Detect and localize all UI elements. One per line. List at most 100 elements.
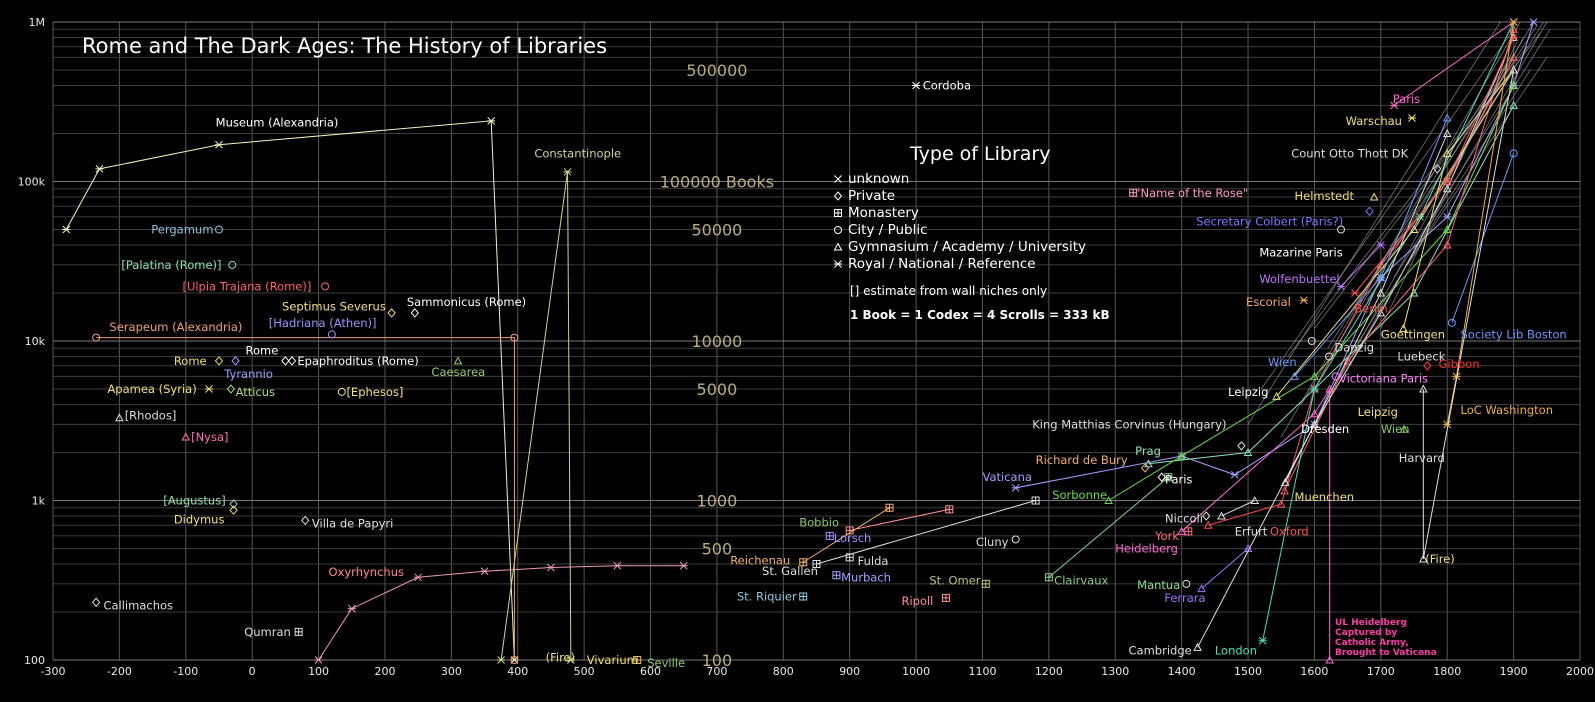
- point-label: Seville: [647, 656, 685, 670]
- series-augustus: [229, 499, 238, 509]
- growth-line: [1407, 57, 1548, 266]
- point-label: Rome: [246, 344, 279, 358]
- data-point: [1529, 18, 1538, 26]
- data-point: [1447, 318, 1456, 327]
- series-didymus: [229, 505, 238, 515]
- series-st-riquier: [799, 592, 808, 601]
- series-harvard: [1418, 65, 1518, 563]
- point-label: Erfurt: [1235, 524, 1268, 538]
- x-tick-label: 800: [773, 665, 794, 678]
- series-line: [1048, 476, 1169, 578]
- series-york: [1184, 527, 1193, 536]
- data-point: [1442, 148, 1452, 157]
- data-point: [1433, 164, 1442, 174]
- series-cordoba: [912, 81, 921, 90]
- data-point: [613, 561, 622, 570]
- data-point: [115, 413, 124, 422]
- y-tick-label: 10k: [25, 335, 46, 348]
- series-ephesos: [337, 387, 346, 396]
- point-labels: Museum (Alexandria) Constantinople Cordoba…: [103, 78, 1566, 669]
- series-goettingen: [1399, 65, 1518, 332]
- legend-title: Type of Library: [909, 143, 1050, 165]
- point-label: Escorial: [1246, 295, 1291, 309]
- data-point: [95, 165, 104, 173]
- series-line: [802, 507, 890, 563]
- data-point: [1442, 113, 1452, 122]
- data-point: [314, 656, 323, 664]
- y-tick-label: 1k: [32, 495, 46, 508]
- legend-note: [] estimate from wall niches only: [850, 284, 1047, 298]
- data-point: [497, 656, 506, 664]
- point-label: Helmstedt: [1295, 189, 1355, 203]
- point-label: Harvard: [1399, 451, 1445, 465]
- point-label: Fulda: [858, 554, 889, 568]
- series-erfurt: [1217, 495, 1260, 520]
- series-epaphroditus-rome: [287, 356, 297, 366]
- x-tick-label: 1200: [1035, 665, 1063, 678]
- point-label: Oxford: [1270, 524, 1309, 538]
- point-label: Sorbonne: [1052, 488, 1107, 502]
- point-label: Richard de Bury: [1036, 453, 1128, 467]
- data-point: [563, 167, 572, 176]
- data-point: [1157, 472, 1166, 482]
- data-point: [62, 225, 71, 234]
- data-point: [387, 308, 396, 318]
- point-label: [Nysa]: [191, 430, 228, 444]
- data-point: [1307, 337, 1316, 345]
- series-nysa: [181, 432, 191, 441]
- data-point: [1230, 470, 1239, 479]
- point-label: Epaphroditus (Rome): [297, 354, 418, 368]
- point-label: Bobbio: [799, 515, 839, 529]
- data-point: [1325, 352, 1334, 361]
- series-line: [1276, 69, 1515, 397]
- growth-line: [1380, 41, 1518, 329]
- series-escorial: [1299, 296, 1308, 305]
- point-label: Qumran: [244, 625, 291, 639]
- series-rhodos: [115, 413, 124, 422]
- x-tick-label: -100: [173, 665, 198, 678]
- series-secretary-colbert-paris: [1365, 206, 1374, 217]
- data-point: [885, 503, 894, 512]
- x-tick-label: 1700: [1367, 665, 1395, 678]
- data-point: [327, 330, 336, 339]
- x-tick-label: 200: [374, 665, 395, 678]
- data-point: [229, 499, 238, 509]
- data-point: [1217, 511, 1226, 520]
- point-label: Septimus Severus: [282, 299, 386, 313]
- x-tick-label: 1300: [1101, 665, 1129, 678]
- series-line: [1108, 85, 1515, 501]
- data-point: [1182, 579, 1191, 588]
- series-septimus-severus: [387, 308, 396, 318]
- data-point: [1011, 484, 1020, 492]
- growth-line: [1260, 29, 1514, 390]
- point-label: Wien: [1268, 355, 1297, 369]
- x-tick-label: 0: [249, 665, 256, 678]
- data-point: [1423, 360, 1432, 371]
- data-point: [1399, 424, 1409, 433]
- growth-line: [1314, 33, 1541, 329]
- growth-line: [1347, 25, 1538, 318]
- point-label: Goettingen: [1381, 327, 1445, 341]
- point-label: Didymus: [174, 513, 225, 527]
- point-label: Rome: [174, 354, 207, 368]
- point-label: "Name of the Rose": [1135, 186, 1248, 200]
- series-fulda: [845, 553, 854, 562]
- mid-scale-label: 10000: [691, 332, 742, 351]
- x-tick-label: 600: [640, 665, 661, 678]
- growth-line: [1280, 21, 1521, 438]
- series-atticus: [226, 384, 236, 394]
- point-label: Berlin: [1354, 301, 1387, 315]
- series-paris: [1157, 472, 1166, 482]
- data-point: [1369, 192, 1379, 201]
- point-label: St. Riquier: [737, 590, 797, 604]
- data-point: [231, 356, 240, 366]
- series-line: [1201, 548, 1249, 590]
- series-line: [318, 565, 684, 661]
- data-point: [453, 356, 463, 365]
- x-tick-label: 1100: [968, 665, 996, 678]
- x-tick-label: 1500: [1234, 665, 1262, 678]
- data-point: [834, 209, 842, 217]
- point-label: Paris: [1165, 473, 1192, 487]
- legend-item: Monastery: [848, 205, 919, 221]
